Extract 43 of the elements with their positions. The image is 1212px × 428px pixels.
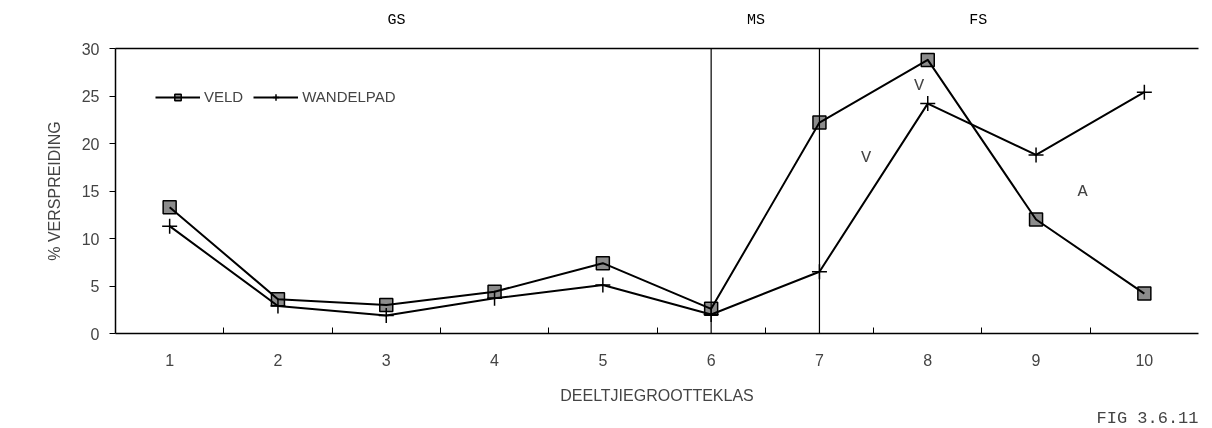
x-tick-label: 8 [923,351,933,369]
y-axis-title: % VERSPREIDING [45,121,63,261]
point [594,276,612,294]
point [162,199,177,215]
point [1136,83,1153,101]
point [595,255,611,271]
x-tick-label: 2 [273,351,283,369]
text: GS [387,11,406,31]
x-tick-label: 7 [815,351,824,369]
point [379,297,394,313]
point [378,307,395,324]
legend-label: VELD [204,88,244,105]
point [1137,286,1152,301]
point [486,290,503,307]
y-tick-label: 15 [81,183,100,200]
annotation: A [1077,182,1089,202]
y-tick-label: 30 [81,40,100,58]
annotation: V [860,147,872,167]
y-tick-label: 20 [81,135,100,153]
x-tick-label: 6 [706,351,716,369]
point [1028,212,1044,227]
caption: FIG 3.6.11 [1096,408,1199,428]
text: MS [747,11,766,31]
x-axis-title: DEELTJIEGROOTTEKLAS [560,386,754,404]
x-tick-label: 10 [1135,351,1154,369]
x-tick-label: 4 [490,351,500,369]
point [487,284,502,299]
annotation: V [913,76,925,96]
y-tick-label: 5 [90,278,100,295]
x-tick-label: 5 [598,351,608,369]
point [920,52,935,68]
point [161,217,178,235]
y-tick-label: 10 [81,230,100,248]
point [1027,146,1045,164]
text: FS [969,11,988,31]
x-tick-label: 3 [381,351,391,369]
legend-label: WANDELPAD [302,88,396,105]
x-tick-label: 1 [165,351,175,369]
point [812,115,827,130]
y-tick-label: 25 [81,88,100,105]
point [919,95,936,112]
y-tick-label: 0 [90,325,100,343]
x-tick-label: 9 [1031,351,1041,369]
